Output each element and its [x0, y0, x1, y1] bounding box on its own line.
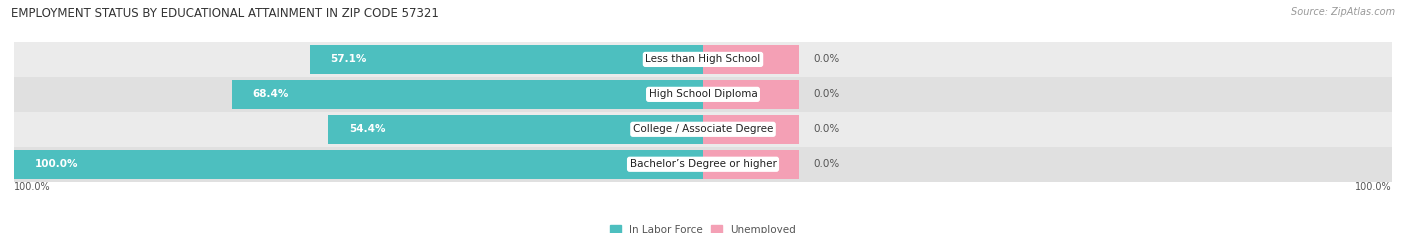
Legend: In Labor Force, Unemployed: In Labor Force, Unemployed [610, 225, 796, 233]
Bar [14, 42, 1392, 77]
Bar [14, 147, 1392, 182]
Text: 100.0%: 100.0% [1355, 182, 1392, 192]
Text: 0.0%: 0.0% [813, 89, 839, 99]
Bar [309, 45, 703, 74]
Text: 0.0%: 0.0% [813, 55, 839, 64]
Text: 100.0%: 100.0% [35, 159, 79, 169]
Text: 57.1%: 57.1% [330, 55, 367, 64]
Bar [232, 80, 703, 109]
Bar [703, 150, 800, 179]
Text: Bachelor’s Degree or higher: Bachelor’s Degree or higher [630, 159, 776, 169]
Bar [703, 45, 800, 74]
Text: 68.4%: 68.4% [253, 89, 288, 99]
Bar [703, 115, 800, 144]
Text: High School Diploma: High School Diploma [648, 89, 758, 99]
Text: 100.0%: 100.0% [14, 182, 51, 192]
Text: 0.0%: 0.0% [813, 124, 839, 134]
Bar [14, 112, 1392, 147]
Text: 0.0%: 0.0% [813, 159, 839, 169]
Bar [328, 115, 703, 144]
Text: College / Associate Degree: College / Associate Degree [633, 124, 773, 134]
Text: Source: ZipAtlas.com: Source: ZipAtlas.com [1291, 7, 1395, 17]
Bar [14, 150, 703, 179]
Bar [703, 80, 800, 109]
Text: Less than High School: Less than High School [645, 55, 761, 64]
Text: 54.4%: 54.4% [349, 124, 385, 134]
Bar [14, 77, 1392, 112]
Text: EMPLOYMENT STATUS BY EDUCATIONAL ATTAINMENT IN ZIP CODE 57321: EMPLOYMENT STATUS BY EDUCATIONAL ATTAINM… [11, 7, 439, 20]
